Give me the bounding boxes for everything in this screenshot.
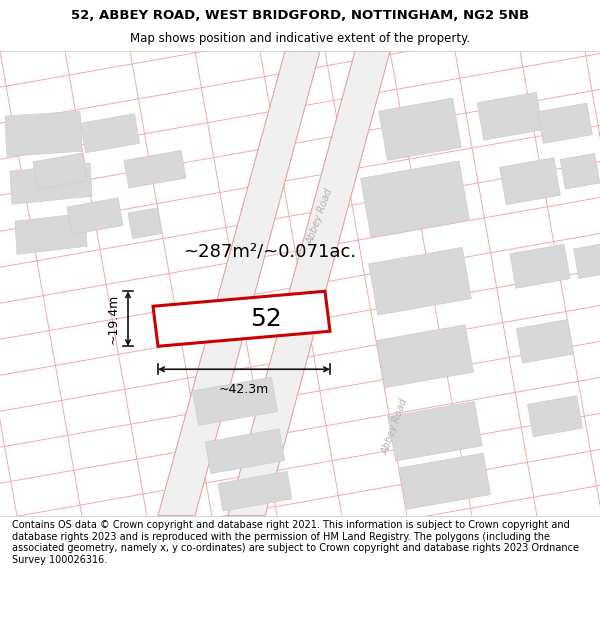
Polygon shape xyxy=(574,244,600,279)
Polygon shape xyxy=(218,471,292,511)
Polygon shape xyxy=(369,248,471,315)
Polygon shape xyxy=(153,291,330,346)
Polygon shape xyxy=(228,51,390,516)
Polygon shape xyxy=(33,153,87,189)
Polygon shape xyxy=(15,213,87,254)
Polygon shape xyxy=(500,158,560,205)
Text: ~287m²/~0.071ac.: ~287m²/~0.071ac. xyxy=(184,242,356,260)
Polygon shape xyxy=(80,114,140,152)
Text: Contains OS data © Crown copyright and database right 2021. This information is : Contains OS data © Crown copyright and d… xyxy=(12,520,579,565)
Polygon shape xyxy=(124,151,186,188)
Polygon shape xyxy=(477,92,543,140)
Text: Abbey Road: Abbey Road xyxy=(380,397,410,456)
Polygon shape xyxy=(527,396,583,437)
Text: ~42.3m: ~42.3m xyxy=(219,383,269,396)
Polygon shape xyxy=(377,325,473,388)
Text: 52: 52 xyxy=(251,307,283,331)
Text: 52, ABBEY ROAD, WEST BRIDGFORD, NOTTINGHAM, NG2 5NB: 52, ABBEY ROAD, WEST BRIDGFORD, NOTTINGH… xyxy=(71,9,529,22)
Polygon shape xyxy=(10,163,92,204)
Polygon shape xyxy=(388,401,482,461)
Polygon shape xyxy=(379,98,461,161)
Text: Map shows position and indicative extent of the property.: Map shows position and indicative extent… xyxy=(130,32,470,45)
Polygon shape xyxy=(538,103,592,143)
Polygon shape xyxy=(128,208,162,239)
Text: ~19.4m: ~19.4m xyxy=(107,294,120,344)
Polygon shape xyxy=(560,154,600,189)
Polygon shape xyxy=(510,244,570,288)
Polygon shape xyxy=(193,377,277,426)
Polygon shape xyxy=(400,453,491,509)
Text: Abbey Road: Abbey Road xyxy=(305,187,335,246)
Polygon shape xyxy=(158,51,320,516)
Polygon shape xyxy=(361,161,469,238)
Polygon shape xyxy=(517,319,574,363)
Polygon shape xyxy=(67,198,123,234)
Polygon shape xyxy=(205,429,285,474)
Polygon shape xyxy=(5,111,82,156)
